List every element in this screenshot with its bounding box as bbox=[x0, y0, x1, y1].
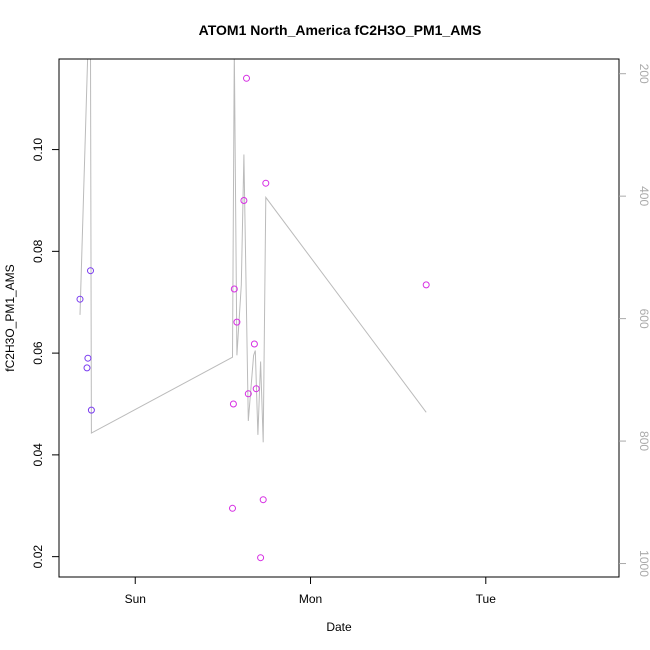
point-series bbox=[76, 74, 430, 562]
data-point-14 bbox=[252, 385, 260, 393]
y-tick-label-4: 0.10 bbox=[31, 138, 45, 162]
right-y-tick-label-1: 400 bbox=[637, 186, 650, 206]
x-tick-label-sun: Sun bbox=[125, 592, 146, 606]
y-tick-label-1: 0.04 bbox=[31, 443, 45, 467]
right-y-tick-label-4: 1000 bbox=[637, 550, 650, 577]
data-point-1 bbox=[76, 295, 84, 303]
y-axis-right: 200 400 600 800 1000 bbox=[619, 64, 650, 577]
series-line bbox=[79, 59, 427, 443]
x-axis-label: Date bbox=[326, 620, 352, 634]
data-point-15 bbox=[257, 554, 265, 562]
x-tick-label-tue: Tue bbox=[476, 592, 497, 606]
plot-area-frame bbox=[58, 58, 620, 578]
x-tick-label-mon: Mon bbox=[299, 592, 322, 606]
data-point-4 bbox=[87, 267, 94, 275]
data-point-6 bbox=[229, 504, 236, 512]
y-axis-label: fC2H3O_PM1_AMS bbox=[3, 264, 17, 371]
line-series bbox=[79, 59, 427, 443]
y-tick-label-3: 0.08 bbox=[31, 239, 45, 263]
right-y-tick-label-2: 600 bbox=[637, 309, 650, 329]
data-point-16 bbox=[259, 496, 267, 504]
y-axis: 0.02 0.04 0.06 0.08 0.10 bbox=[31, 138, 59, 569]
data-point-9 bbox=[233, 318, 241, 326]
data-point-3 bbox=[84, 354, 92, 362]
right-y-tick-label-3: 800 bbox=[637, 431, 650, 451]
data-point-7 bbox=[229, 400, 237, 408]
data-point-17 bbox=[262, 179, 270, 187]
y-tick-label-2: 0.06 bbox=[31, 341, 45, 365]
data-point-13 bbox=[250, 340, 258, 348]
chart-title: ATOM1 North_America fC2H3O_PM1_AMS bbox=[199, 22, 482, 38]
y-tick-label-0: 0.02 bbox=[31, 545, 45, 569]
data-point-10 bbox=[240, 197, 248, 204]
data-point-12 bbox=[244, 390, 252, 398]
data-point-5 bbox=[87, 406, 95, 414]
data-point-8 bbox=[230, 285, 238, 293]
data-point-11 bbox=[243, 74, 250, 82]
data-point-18 bbox=[422, 281, 430, 289]
data-point-2 bbox=[83, 364, 91, 372]
right-y-tick-label-0: 200 bbox=[637, 64, 650, 84]
x-axis: Sun Mon Tue bbox=[125, 577, 497, 606]
